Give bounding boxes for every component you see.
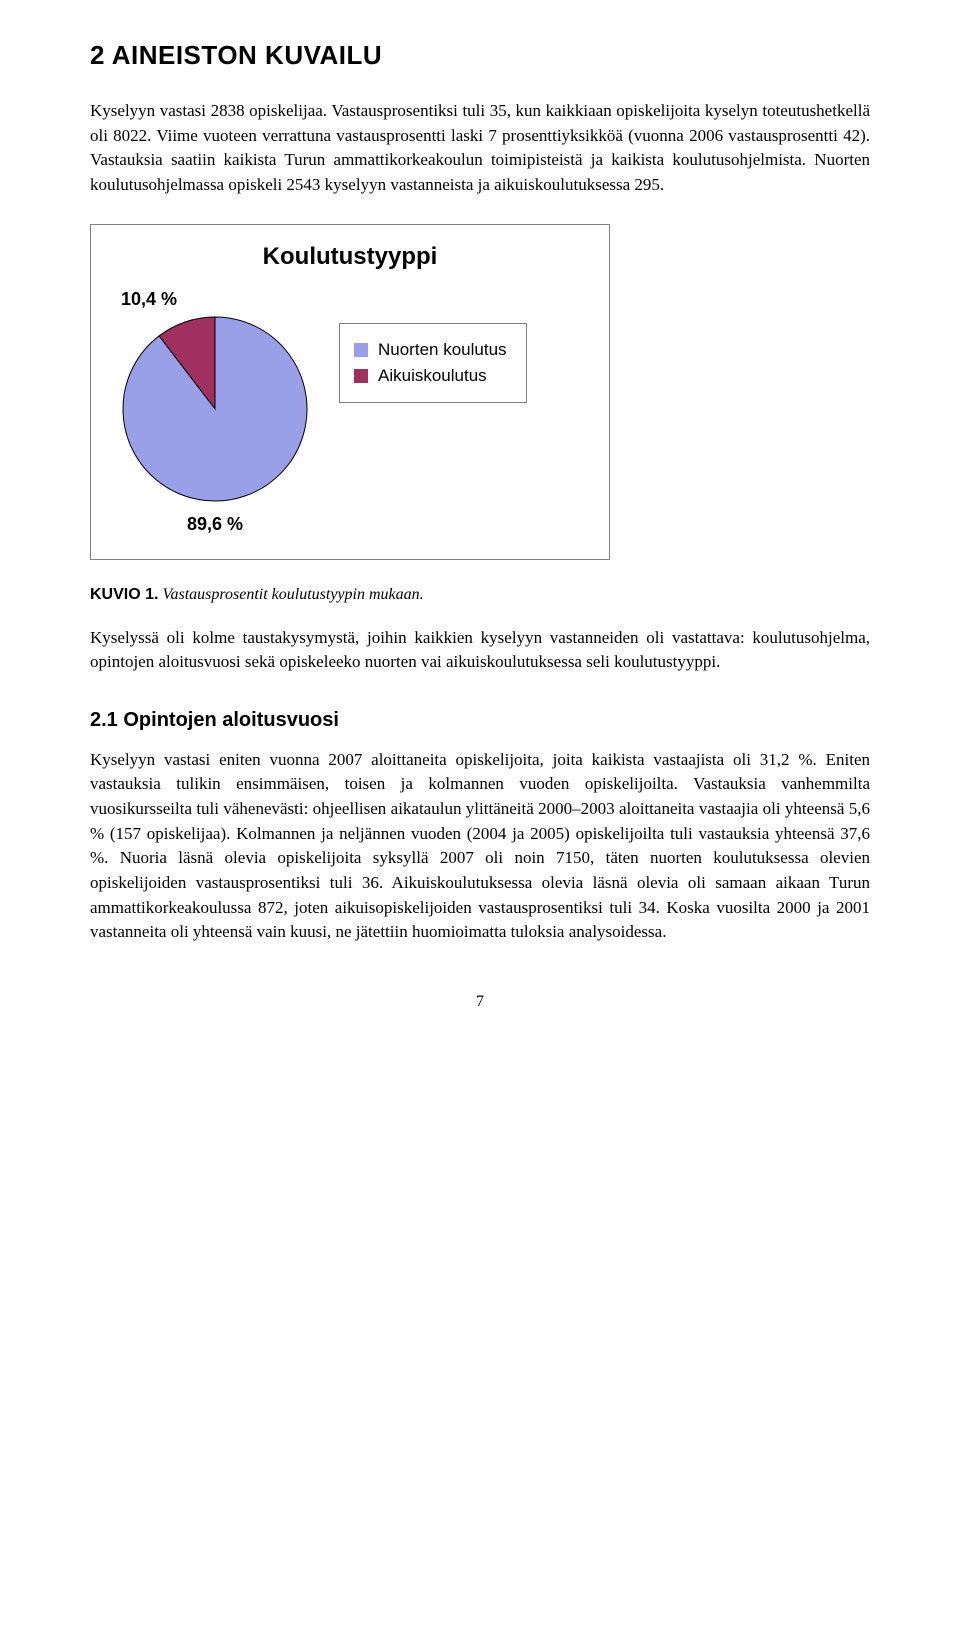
pie-chart-panel: Koulutustyyppi 10,4 % 89,6 % Nuorten kou… [90, 224, 610, 560]
section-heading: 2 AINEISTON KUVAILU [90, 40, 870, 71]
slice-label-major: 89,6 % [187, 514, 243, 535]
paragraph-3: Kyselyyn vastasi eniten vuonna 2007 aloi… [90, 748, 870, 945]
page-number: 7 [90, 993, 870, 1011]
figure-caption-label: KUVIO 1. [90, 586, 158, 603]
chart-left: 10,4 % 89,6 % [115, 289, 315, 535]
chart-body: 10,4 % 89,6 % Nuorten koulutus Aikuiskou… [111, 289, 589, 535]
legend-item: Aikuiskoulutus [354, 366, 512, 386]
slice-label-minor: 10,4 % [121, 289, 177, 310]
legend-label: Aikuiskoulutus [378, 366, 487, 386]
legend-label: Nuorten koulutus [378, 340, 507, 360]
paragraph-2: Kyselyssä oli kolme taustakysymystä, joi… [90, 626, 870, 675]
legend-item: Nuorten koulutus [354, 340, 512, 360]
pie-chart [115, 314, 315, 504]
chart-legend: Nuorten koulutus Aikuiskoulutus [339, 323, 527, 403]
intro-paragraph: Kyselyyn vastasi 2838 opiskelijaa. Vasta… [90, 99, 870, 198]
pie-slice [123, 317, 307, 501]
legend-swatch [354, 343, 368, 357]
legend-swatch [354, 369, 368, 383]
subheading: 2.1 Opintojen aloitusvuosi [90, 709, 870, 732]
chart-title: Koulutustyyppi [111, 243, 589, 271]
figure-caption-text: Vastausprosentit koulutustyypin mukaan. [162, 586, 423, 603]
figure-caption: KUVIO 1. Vastausprosentit koulutustyypin… [90, 586, 870, 604]
